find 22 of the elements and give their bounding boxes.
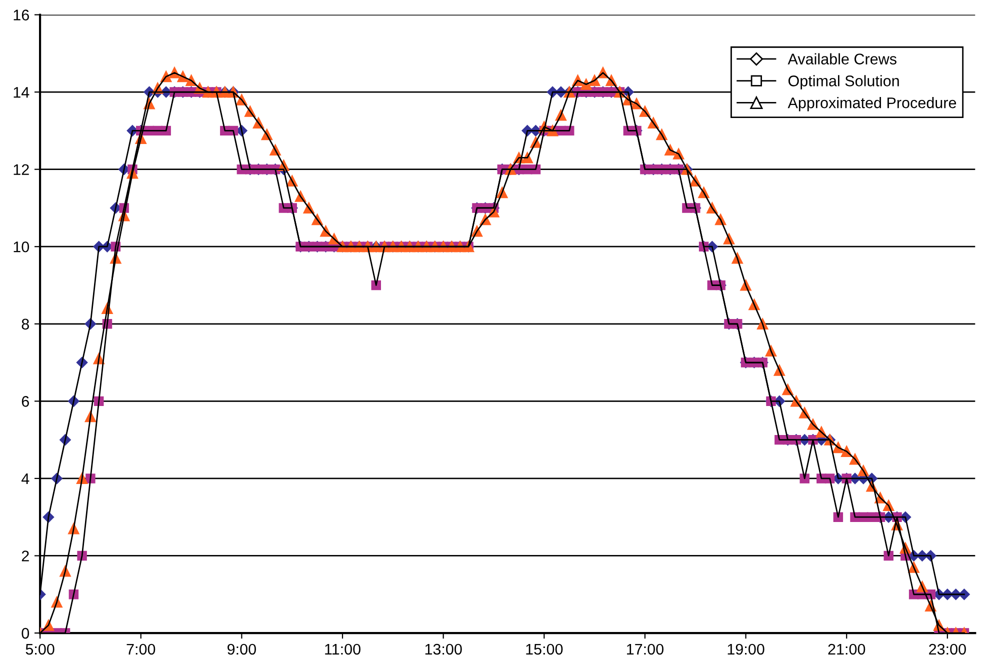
x-tick-label: 13:00 (425, 644, 462, 655)
x-tick-label: 9:00 (228, 644, 256, 655)
y-tick-label: 10 (14, 241, 30, 252)
legend-label: Optimal Solution (788, 75, 899, 90)
y-tick-label: 4 (21, 473, 30, 484)
y-tick-label: 0 (22, 628, 30, 639)
y-tick-label: 16 (14, 10, 29, 20)
x-tick-label: 17:00 (627, 644, 664, 655)
x-tick-label: 19:00 (728, 644, 764, 655)
legend-label: Available Crews (788, 53, 896, 64)
x-tick-label: 15:00 (526, 644, 563, 655)
y-tick-label: 6 (22, 396, 29, 407)
x-tick-label: 23:00 (929, 644, 966, 655)
x-tick-label: 5:00 (26, 644, 54, 655)
y-tick-label: 12 (14, 164, 29, 175)
x-tick-label: 21:00 (828, 644, 866, 655)
legend-label: Approximated Procedure (788, 97, 956, 112)
y-tick-label: 2 (22, 550, 29, 562)
y-tick-label: 14 (14, 87, 30, 98)
x-tick-label: 7:00 (126, 644, 156, 655)
x-tick-label: 11:00 (325, 644, 360, 655)
y-tick-label: 8 (22, 318, 29, 330)
